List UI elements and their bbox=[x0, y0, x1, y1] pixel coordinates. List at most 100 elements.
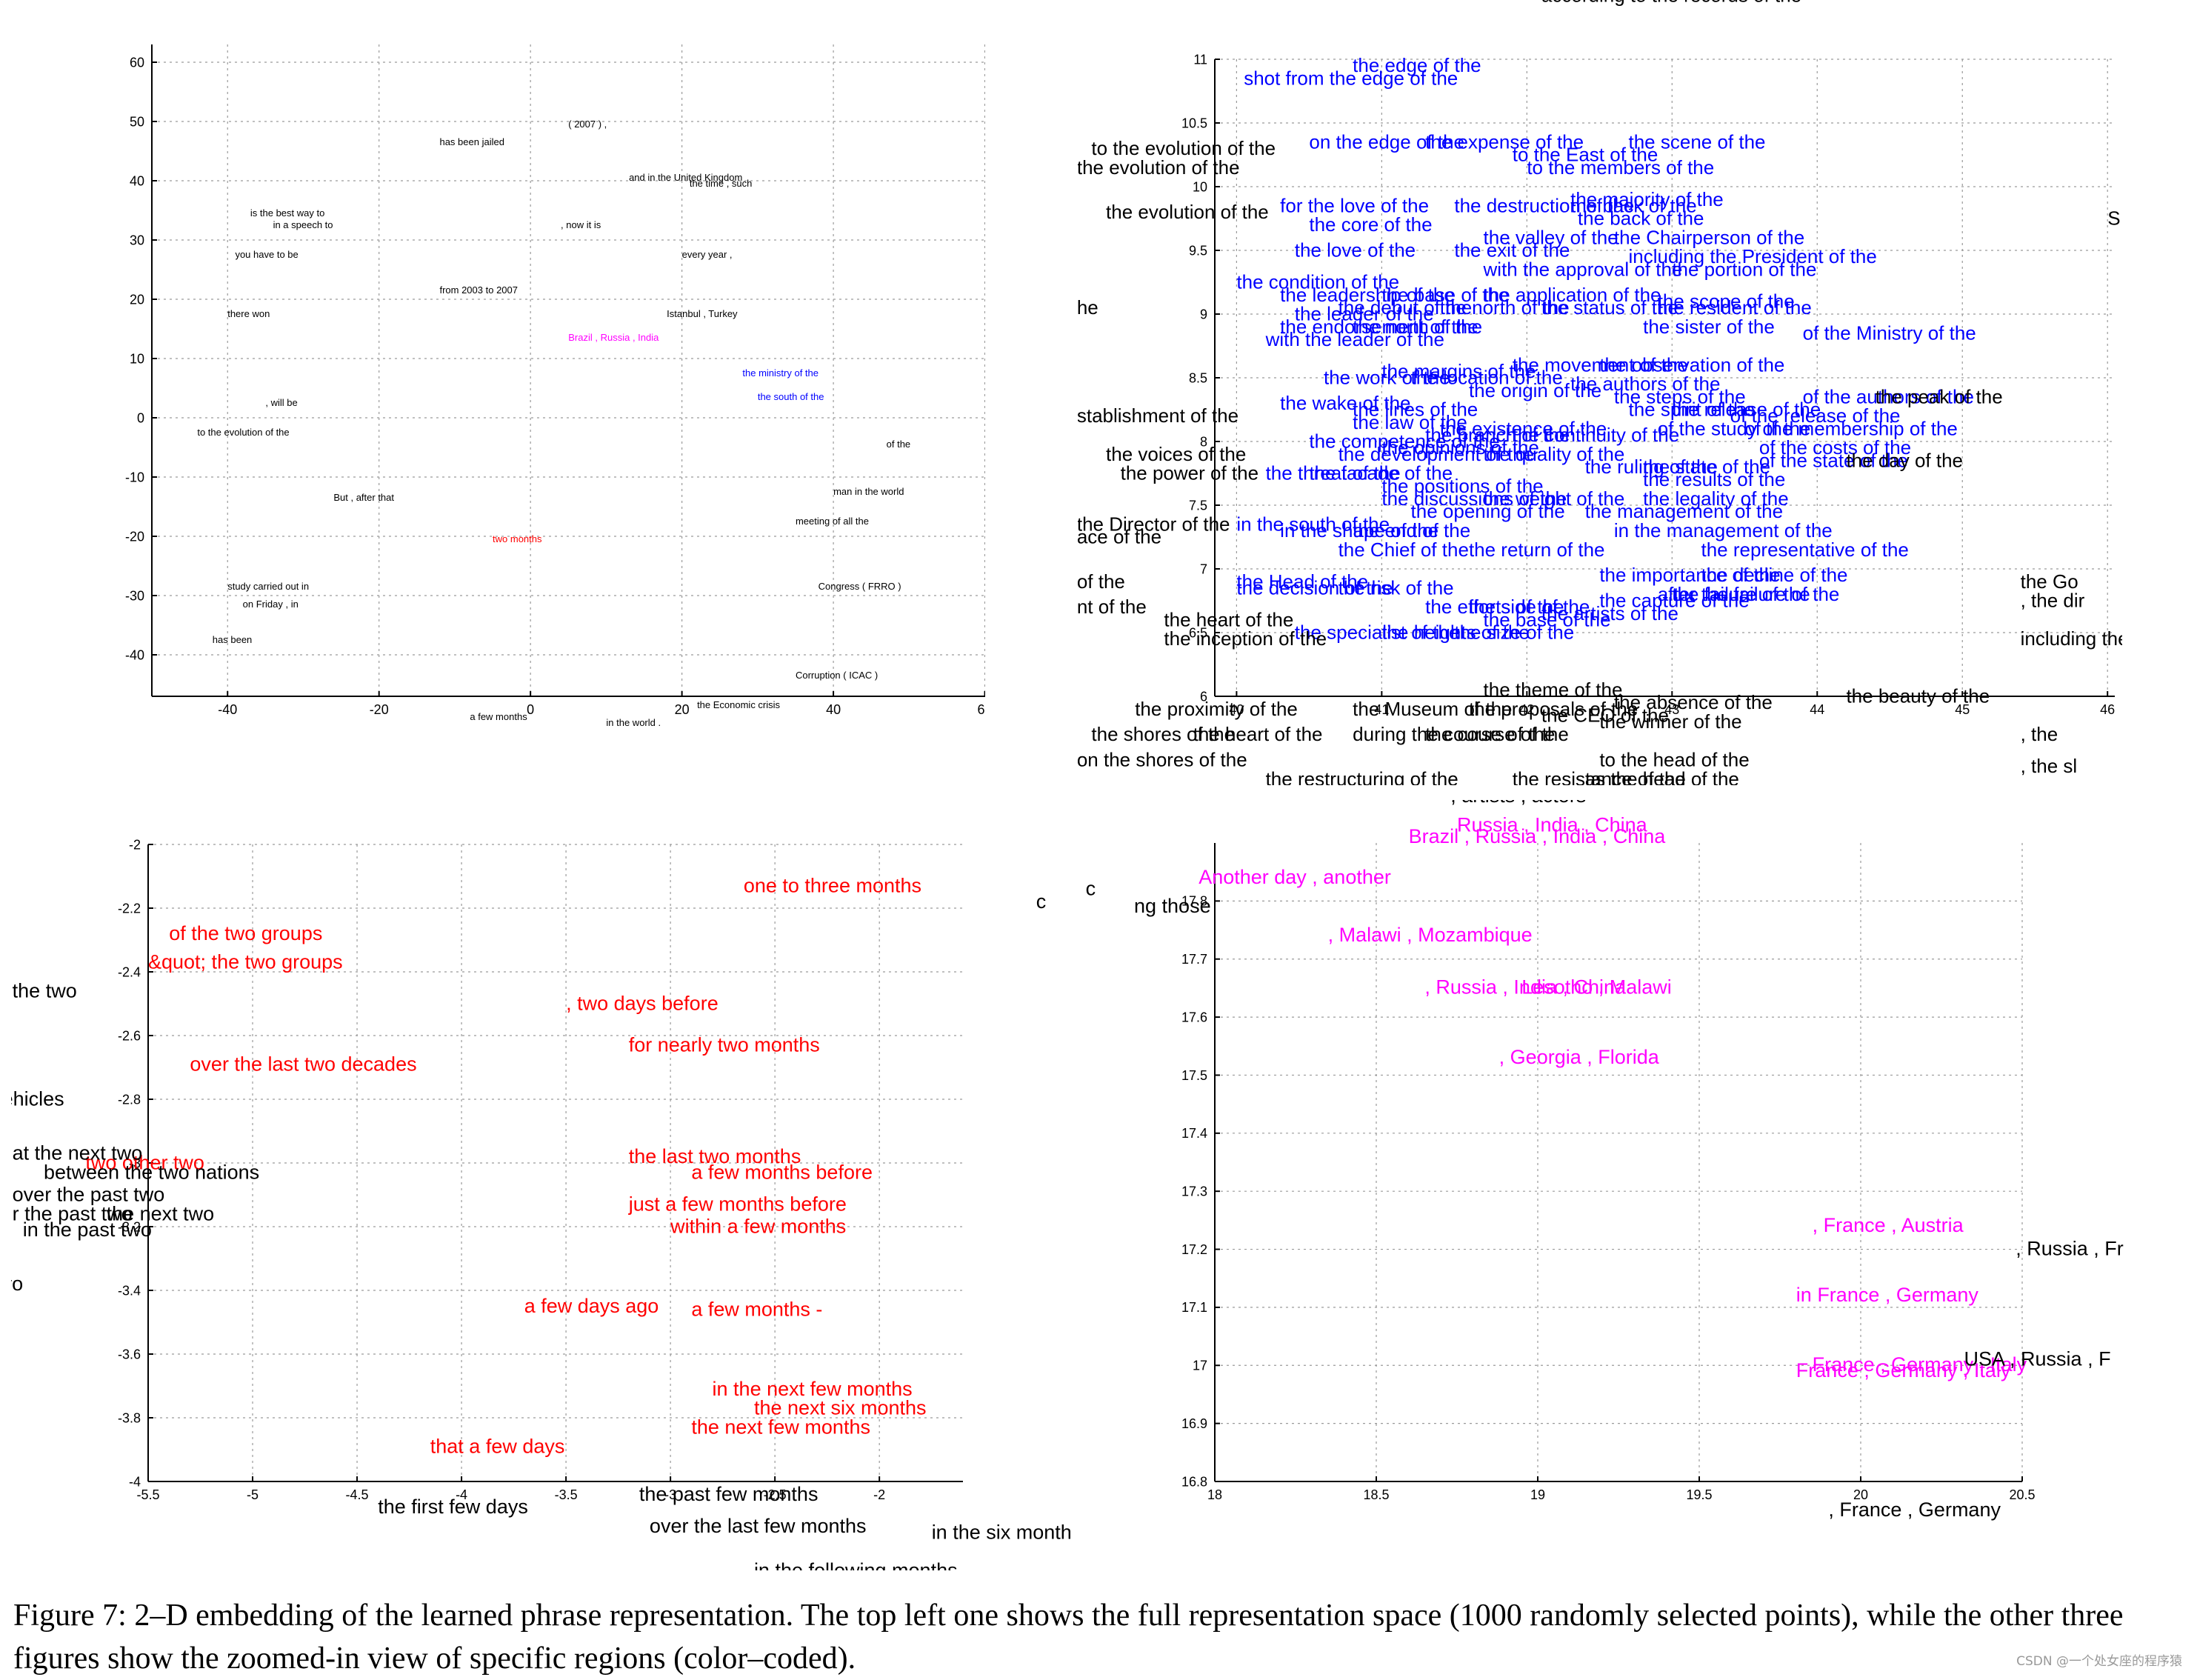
y-tick-label: -2.4 bbox=[118, 964, 141, 979]
phrase-point: in France , Germany bbox=[1796, 1284, 1979, 1306]
phrase-point: &quot; the two groups bbox=[148, 951, 343, 973]
phrase-point: every year , bbox=[682, 249, 733, 260]
x-tick-label: 43 bbox=[1664, 702, 1679, 717]
phrase-point: for nearly two months bbox=[629, 1034, 820, 1056]
y-tick-label: -40 bbox=[125, 647, 144, 662]
phrase-point: the side of the bbox=[1469, 596, 1590, 618]
y-tick-label: 10 bbox=[130, 351, 144, 366]
panel-zoom-magenta: 18 18.5 19 19.5 20 20.5 17.8 17.7 17.6 17.5 17.4 17… bbox=[1074, 800, 2126, 1570]
phrase-point: the leader of the bbox=[1295, 303, 1434, 325]
x-tick-label: 46 bbox=[2100, 702, 2115, 717]
phrase-point: Brazil , Russia , India , China bbox=[1409, 825, 1667, 847]
phrase-point: between the two nations bbox=[44, 1161, 259, 1184]
phrase-point: of the bbox=[1078, 570, 1125, 593]
x-tick-label: 42 bbox=[1519, 702, 1534, 717]
phrase-point: of the two groups bbox=[169, 922, 322, 944]
phrase-point: of the costs of the bbox=[1759, 436, 1911, 459]
y-tick-label: -2 bbox=[129, 837, 141, 852]
phrase-point: the movement of the bbox=[1513, 353, 1688, 376]
phrase-point: the next few months bbox=[691, 1416, 870, 1439]
phrase-point: the lines of the bbox=[1353, 399, 1478, 421]
phrase-point: a few months - bbox=[691, 1298, 822, 1320]
x-tick-label: -2 bbox=[873, 1487, 885, 1502]
phrase-point: the resistance of the bbox=[1513, 767, 1686, 785]
panel-full-space: -40 -20 0 20 40 60 60 50 40 30 20 10 0 -10 -20 -30 -40 ha… bbox=[96, 44, 985, 785]
phrase-point: the ruling of the bbox=[1585, 456, 1718, 478]
y-tick-label: 60 bbox=[130, 55, 144, 70]
phrase-point: to the members of the bbox=[1527, 156, 1714, 179]
x-tick-label: 44 bbox=[1810, 702, 1824, 717]
y-tick-label: 20 bbox=[130, 292, 144, 307]
y-tick-label: 17.5 bbox=[1181, 1068, 1207, 1083]
phrase-point: the north of the bbox=[1440, 296, 1570, 319]
phrase-point: the steps of the bbox=[1614, 385, 1746, 407]
phrase-point: with the approval of the bbox=[1483, 258, 1683, 280]
phrase-point: the scope of the bbox=[1658, 290, 1795, 312]
phrase-point: the application of the bbox=[1484, 284, 1661, 306]
x-tick-label: 19 bbox=[1530, 1487, 1545, 1502]
y-tick-label: -4 bbox=[129, 1474, 141, 1489]
phrase-point: man in the world bbox=[833, 486, 904, 497]
y-tick-label: 16.9 bbox=[1181, 1416, 1207, 1431]
phrase-point: on the shores of the bbox=[1078, 749, 1247, 771]
chart-zoom-blue: 40 41 42 43 44 45 46 11 10.5 10 9.5 9 8.5 8 7.5 7 6.5 6 sh… bbox=[1078, 0, 2122, 785]
phrase-point: , the sl bbox=[2021, 755, 2078, 777]
phrase-point: the exit of the bbox=[1454, 239, 1570, 261]
phrase-point: at the next two bbox=[13, 1142, 143, 1164]
x-tick-label: -3 bbox=[664, 1487, 676, 1502]
phrase-point: the failure of the bbox=[1672, 583, 1810, 605]
y-tick-label: 6.5 bbox=[1189, 625, 1207, 640]
phrase-point: the ministry of the bbox=[742, 367, 819, 379]
phrase-point: the next six months bbox=[754, 1397, 927, 1419]
x-tick-label: 20 bbox=[1853, 1487, 1868, 1502]
phrase-point: the next two bbox=[107, 1202, 215, 1224]
phrase-point: of the state of the bbox=[1759, 449, 1908, 471]
phrase-point: Lesotho , Malawi bbox=[1521, 976, 1672, 999]
phrase-point: the capture of the bbox=[1599, 590, 1749, 612]
phrase-point: the Director of the bbox=[1078, 513, 1230, 535]
phrase-point: Istanbul , Turkey bbox=[667, 308, 738, 319]
phrase-point: in a speech to bbox=[273, 219, 333, 230]
phrase-point: the observation of the bbox=[1599, 353, 1784, 376]
y-tick-label: 30 bbox=[130, 233, 144, 247]
phrase-point: in the world . bbox=[606, 717, 661, 728]
phrase-point: the last two months bbox=[629, 1145, 801, 1167]
phrase-point: the CEO of the bbox=[1541, 704, 1669, 726]
phrase-point: , Malawi , Mozambique bbox=[1328, 924, 1533, 946]
phrase-point: stablishment of the bbox=[1078, 404, 1238, 427]
x-tick-label: -4.5 bbox=[346, 1487, 369, 1502]
phrase-point: in the shape of the bbox=[1280, 519, 1438, 541]
y-tick-label: 17.2 bbox=[1181, 1242, 1207, 1257]
y-tick-label: 17.7 bbox=[1181, 952, 1207, 967]
y-tick-label: 17.6 bbox=[1181, 1010, 1207, 1024]
x-tick-label: 45 bbox=[1955, 702, 1970, 717]
phrase-point: a few days ago bbox=[524, 1295, 659, 1317]
phrase-point: ( 2007 ) , bbox=[568, 119, 607, 130]
phrase-point: the base of the bbox=[1484, 608, 1611, 630]
phrase-point: the base of the bbox=[1381, 284, 1509, 306]
phrase-point: in the next few months bbox=[713, 1378, 913, 1400]
phrase-point: the legality of the bbox=[1643, 487, 1789, 510]
x-tick-label: -2.5 bbox=[764, 1487, 787, 1502]
phrase-point: the status of the bbox=[1541, 296, 1678, 319]
phrase-point: over the past two bbox=[13, 1184, 165, 1206]
y-tick-label: -3.8 bbox=[118, 1410, 141, 1425]
y-tick-label: -20 bbox=[125, 529, 144, 544]
phrase-point: on the edge of the bbox=[1309, 130, 1464, 153]
y-tick-label: 7.5 bbox=[1189, 498, 1207, 513]
phrase-point: the results of the bbox=[1643, 468, 1785, 490]
phrase-point: the evolution of the bbox=[1078, 156, 1240, 179]
phrase-point: of the study of the bbox=[1658, 417, 1811, 439]
phrase-point: the destruction of the bbox=[1454, 194, 1634, 216]
y-tick-label: 9.5 bbox=[1189, 243, 1207, 258]
phrase-point: the Economic crisis bbox=[697, 699, 780, 710]
phrase-point: the portion of the bbox=[1672, 258, 1816, 280]
y-tick-label: -30 bbox=[125, 588, 144, 603]
phrase-point: a few months before bbox=[691, 1161, 873, 1184]
phrase-point: the branch of the bbox=[1425, 424, 1570, 446]
phrase-point: has been jailed bbox=[439, 136, 504, 147]
x-tick-label: 40 bbox=[826, 702, 841, 717]
phrase-point: the artists of the bbox=[1541, 602, 1678, 624]
phrase-point: the Museum of the bbox=[1353, 698, 1512, 720]
phrase-point: of the release of the bbox=[1730, 404, 1901, 427]
